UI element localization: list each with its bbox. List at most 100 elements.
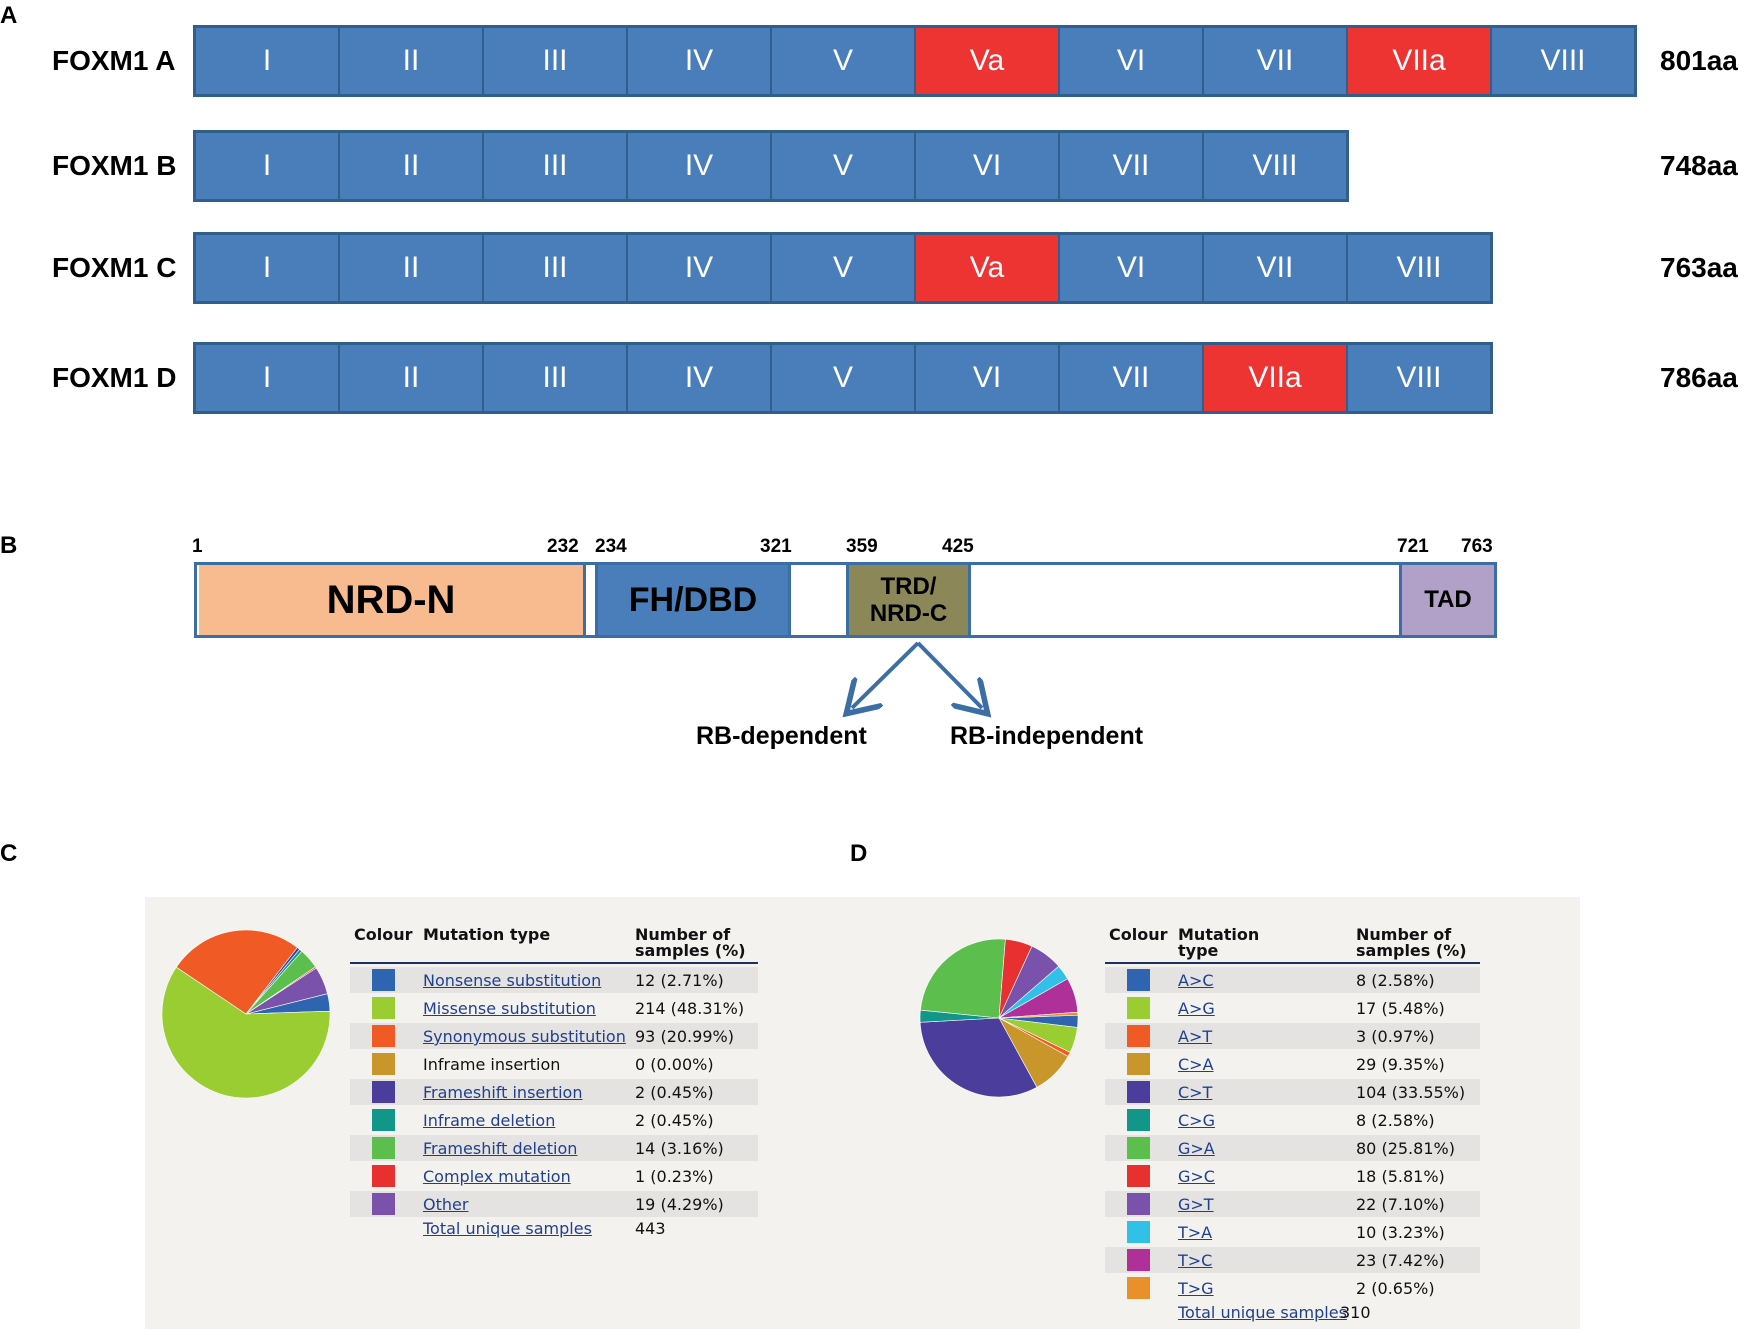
header-rule [1105, 962, 1480, 964]
colour-swatch [1127, 1193, 1150, 1215]
mutation-type-link[interactable]: Frameshift deletion [423, 1139, 578, 1158]
mutation-type-link[interactable]: A>G [1178, 999, 1215, 1018]
position-label: 234 [595, 536, 627, 557]
mutation-type-link[interactable]: C>A [1178, 1055, 1214, 1074]
colour-swatch [1127, 997, 1150, 1019]
mutation-type-link[interactable]: Complex mutation [423, 1167, 571, 1186]
sample-count: 10 (3.23%) [1356, 1223, 1445, 1242]
exon: IV [628, 345, 770, 411]
mutation-type-link[interactable]: A>T [1178, 1027, 1213, 1046]
panel-c-letter: C [0, 840, 18, 867]
mutation-type-link[interactable]: Missense substitution [423, 999, 596, 1018]
exon: IV [628, 28, 770, 94]
exon: VIII [1348, 235, 1490, 301]
domain-fh-dbd: FH/DBD [595, 565, 791, 635]
mutation-row: A>C 8 (2.58%) [1105, 967, 1480, 993]
mutation-type-link[interactable]: G>A [1178, 1139, 1215, 1158]
exon: VI [916, 133, 1058, 199]
mutation-row: Complex mutation 1 (0.23%) [350, 1163, 758, 1189]
exon: III [484, 133, 626, 199]
mutation-type-link[interactable]: Other [423, 1195, 469, 1214]
mutation-row: A>G 17 (5.48%) [1105, 995, 1480, 1021]
sample-count: 104 (33.55%) [1356, 1083, 1466, 1102]
mutation-row: Inframe deletion 2 (0.45%) [350, 1107, 758, 1133]
mutation-type-link[interactable]: T>C [1178, 1251, 1213, 1270]
mutation-row: Synonymous substitution 93 (20.99%) [350, 1023, 758, 1049]
mutation-type-link[interactable]: Nonsense substitution [423, 971, 602, 990]
mutation-row: G>A 80 (25.81%) [1105, 1135, 1480, 1161]
total-unique-samples-value: 443 [635, 1219, 666, 1238]
panel-d-letter: D [850, 840, 868, 867]
exon: V [772, 28, 914, 94]
colour-swatch [372, 1165, 395, 1187]
exon: III [484, 28, 626, 94]
exon: II [340, 235, 482, 301]
sample-count: 1 (0.23%) [635, 1167, 714, 1186]
mutation-type-link[interactable]: G>C [1178, 1167, 1215, 1186]
alternative-exon: Va [916, 28, 1058, 94]
mutation-type-link[interactable]: G>T [1178, 1195, 1214, 1214]
exon: VI [1060, 28, 1202, 94]
position-label: 359 [846, 536, 878, 557]
sample-count: 3 (0.97%) [1356, 1027, 1435, 1046]
header-colour: Colour [354, 925, 413, 944]
colour-swatch [1127, 1137, 1150, 1159]
position-label: 425 [942, 536, 974, 557]
sample-count: 8 (2.58%) [1356, 971, 1435, 990]
sample-count: 14 (3.16%) [635, 1139, 724, 1158]
sample-count: 18 (5.81%) [1356, 1167, 1445, 1186]
sample-count: 2 (0.45%) [635, 1111, 714, 1130]
exon: VI [1060, 235, 1202, 301]
colour-swatch [372, 1081, 395, 1103]
colour-swatch [372, 969, 395, 991]
exon: V [772, 133, 914, 199]
isoform-length: 801aa [1660, 45, 1738, 76]
isoform-bar: I II III IV V VI VII VIIa VIII [193, 342, 1493, 414]
total-unique-samples-link[interactable]: Total unique samples [1178, 1303, 1347, 1322]
sample-count: 19 (4.29%) [635, 1195, 724, 1214]
sample-count: 80 (25.81%) [1356, 1139, 1455, 1158]
colour-swatch [372, 997, 395, 1019]
position-label: 721 [1397, 536, 1429, 557]
colour-swatch [372, 1053, 395, 1075]
mutation-type-link[interactable]: T>A [1178, 1223, 1213, 1242]
protein-bar: NRD-N FH/DBD TRD/ NRD-C TAD [194, 562, 1497, 638]
mutation-type-link[interactable]: Inframe deletion [423, 1111, 556, 1130]
branch-arrows [0, 641, 1745, 760]
exon: I [196, 235, 338, 301]
mutation-row: C>T 104 (33.55%) [1105, 1079, 1480, 1105]
alternative-exon: VIIa [1204, 345, 1346, 411]
exon: I [196, 133, 338, 199]
panel-a-letter: A [0, 2, 18, 29]
mutation-type-text: Inframe insertion [423, 1055, 561, 1074]
header-mutation-type: Mutation type [423, 925, 551, 944]
mutation-type-link[interactable]: A>C [1178, 971, 1214, 990]
mutation-type-link[interactable]: C>G [1178, 1111, 1215, 1130]
exon: II [340, 345, 482, 411]
domain-nrd-n: NRD-N [199, 565, 586, 635]
exon: VIII [1348, 345, 1490, 411]
total-unique-samples-value: 310 [1340, 1303, 1371, 1322]
pie-slice [919, 1017, 1038, 1098]
mutation-type-link[interactable]: C>T [1178, 1083, 1213, 1102]
alternative-exon: VIIa [1348, 28, 1490, 94]
exon: IV [628, 133, 770, 199]
mutation-row: Other 19 (4.29%) [350, 1191, 758, 1217]
mutation-type-link[interactable]: Synonymous substitution [423, 1027, 626, 1046]
total-row: Total unique samples 443 [350, 1219, 758, 1245]
colour-swatch [1127, 1109, 1150, 1131]
exon: V [772, 345, 914, 411]
exon: II [340, 133, 482, 199]
position-label: 763 [1461, 536, 1493, 557]
mutation-type-link[interactable]: Frameshift insertion [423, 1083, 583, 1102]
exon: I [196, 28, 338, 94]
pie-slice [998, 1011, 1079, 1019]
exon: VI [916, 345, 1058, 411]
header-mutation-type: Mutation type [1178, 925, 1260, 960]
mutation-row: Inframe insertion 0 (0.00%) [350, 1051, 758, 1077]
mutation-row: Frameshift deletion 14 (3.16%) [350, 1135, 758, 1161]
total-unique-samples-link[interactable]: Total unique samples [423, 1219, 592, 1238]
mutation-type-link[interactable]: T>G [1178, 1279, 1214, 1298]
substitution-pie-chart [919, 938, 1079, 1098]
sample-count: 0 (0.00%) [635, 1055, 714, 1074]
